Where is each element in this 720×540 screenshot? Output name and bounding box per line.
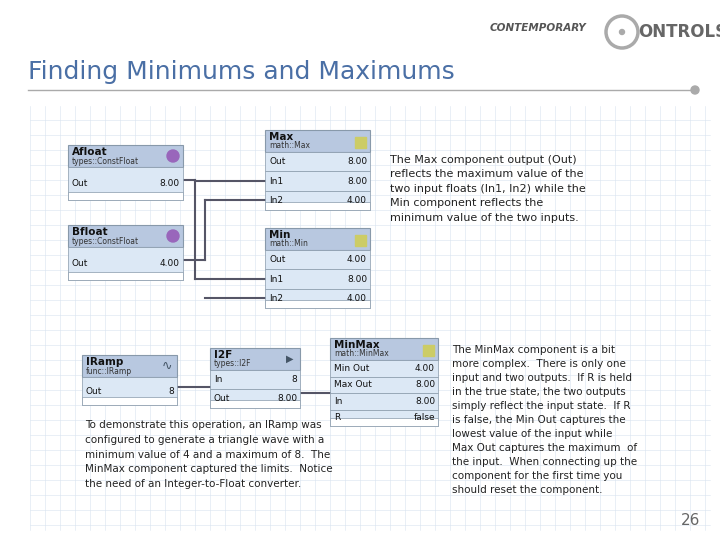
Bar: [0, 0, 720, 105]
Text: math::Max: math::Max: [269, 141, 310, 151]
Text: 8.00: 8.00: [347, 274, 367, 284]
FancyBboxPatch shape: [68, 272, 183, 280]
Text: 8.00: 8.00: [160, 179, 180, 188]
Text: Max Out: Max Out: [334, 380, 372, 389]
FancyBboxPatch shape: [265, 269, 370, 289]
Circle shape: [619, 30, 624, 35]
Text: In2: In2: [269, 294, 283, 303]
FancyBboxPatch shape: [330, 376, 438, 393]
FancyBboxPatch shape: [82, 377, 177, 405]
FancyBboxPatch shape: [68, 167, 183, 200]
FancyBboxPatch shape: [330, 393, 438, 409]
Text: math::Min: math::Min: [269, 240, 308, 248]
Text: Out: Out: [72, 259, 89, 268]
FancyBboxPatch shape: [265, 289, 370, 308]
FancyBboxPatch shape: [210, 389, 300, 408]
Text: CONTEMPORARY: CONTEMPORARY: [490, 23, 587, 33]
FancyBboxPatch shape: [265, 250, 370, 269]
FancyBboxPatch shape: [210, 370, 300, 389]
Text: R: R: [334, 413, 341, 422]
FancyBboxPatch shape: [330, 418, 438, 426]
Text: The Max component output (Out)
reflects the maximum value of the
two input float: The Max component output (Out) reflects …: [390, 155, 586, 222]
FancyBboxPatch shape: [68, 192, 183, 200]
Text: Out: Out: [72, 179, 89, 188]
FancyBboxPatch shape: [330, 338, 438, 360]
Text: Finding Minimums and Maximums: Finding Minimums and Maximums: [28, 60, 455, 84]
Text: 4.00: 4.00: [415, 364, 435, 373]
Text: In1: In1: [269, 274, 283, 284]
FancyBboxPatch shape: [82, 355, 177, 377]
Text: Out: Out: [269, 157, 285, 166]
Bar: [355, 235, 366, 246]
FancyBboxPatch shape: [265, 130, 370, 152]
Text: In: In: [334, 397, 343, 406]
FancyBboxPatch shape: [265, 202, 370, 210]
FancyBboxPatch shape: [265, 300, 370, 308]
Circle shape: [167, 150, 179, 162]
Text: Max: Max: [269, 132, 293, 142]
Text: Afloat: Afloat: [72, 147, 107, 157]
Text: 26: 26: [680, 513, 700, 528]
Text: func::IRamp: func::IRamp: [86, 367, 132, 375]
Text: In1: In1: [269, 177, 283, 186]
Text: The MinMax component is a bit
more complex.  There is only one
input and two out: The MinMax component is a bit more compl…: [452, 345, 637, 495]
Circle shape: [167, 230, 179, 242]
Text: types::I2F: types::I2F: [214, 360, 251, 368]
Text: 4.00: 4.00: [347, 196, 367, 205]
Text: 8: 8: [292, 375, 297, 384]
FancyBboxPatch shape: [265, 228, 370, 250]
Text: 8.00: 8.00: [415, 397, 435, 406]
Text: Min Out: Min Out: [334, 364, 369, 373]
Text: math::MinMax: math::MinMax: [334, 349, 389, 359]
Text: 8.00: 8.00: [415, 380, 435, 389]
Text: 4.00: 4.00: [347, 255, 367, 264]
Text: types::ConstFloat: types::ConstFloat: [72, 237, 139, 246]
Text: Bfloat: Bfloat: [72, 227, 107, 237]
FancyBboxPatch shape: [82, 397, 177, 405]
Bar: [355, 137, 366, 148]
Text: 8.00: 8.00: [277, 394, 297, 403]
FancyBboxPatch shape: [68, 247, 183, 280]
FancyBboxPatch shape: [265, 191, 370, 210]
FancyBboxPatch shape: [265, 152, 370, 171]
Text: 4.00: 4.00: [160, 259, 180, 268]
Text: types::ConstFloat: types::ConstFloat: [72, 157, 139, 165]
Text: 8: 8: [168, 387, 174, 395]
Circle shape: [691, 86, 699, 94]
FancyBboxPatch shape: [210, 400, 300, 408]
Text: MinMax: MinMax: [334, 340, 379, 350]
Text: 4.00: 4.00: [347, 294, 367, 303]
FancyBboxPatch shape: [265, 171, 370, 191]
Text: 8.00: 8.00: [347, 177, 367, 186]
FancyBboxPatch shape: [210, 348, 300, 370]
FancyBboxPatch shape: [330, 360, 438, 376]
Text: ▶: ▶: [287, 354, 294, 364]
Text: Out: Out: [214, 394, 230, 403]
FancyBboxPatch shape: [68, 225, 183, 247]
Text: ONTROLS: ONTROLS: [638, 23, 720, 41]
Text: To demonstrate this operation, an IRamp was
configured to generate a triangle wa: To demonstrate this operation, an IRamp …: [85, 420, 333, 489]
FancyBboxPatch shape: [68, 145, 183, 167]
Text: 8.00: 8.00: [347, 157, 367, 166]
Text: false: false: [413, 413, 435, 422]
Text: Min: Min: [269, 230, 290, 240]
Text: Out: Out: [86, 387, 102, 395]
Text: ∿: ∿: [162, 360, 172, 373]
Bar: [423, 345, 434, 356]
Text: IRamp: IRamp: [86, 357, 123, 367]
Text: In2: In2: [269, 196, 283, 205]
Text: Out: Out: [269, 255, 285, 264]
Text: In: In: [214, 375, 222, 384]
FancyBboxPatch shape: [330, 409, 438, 426]
Text: I2F: I2F: [214, 350, 233, 360]
